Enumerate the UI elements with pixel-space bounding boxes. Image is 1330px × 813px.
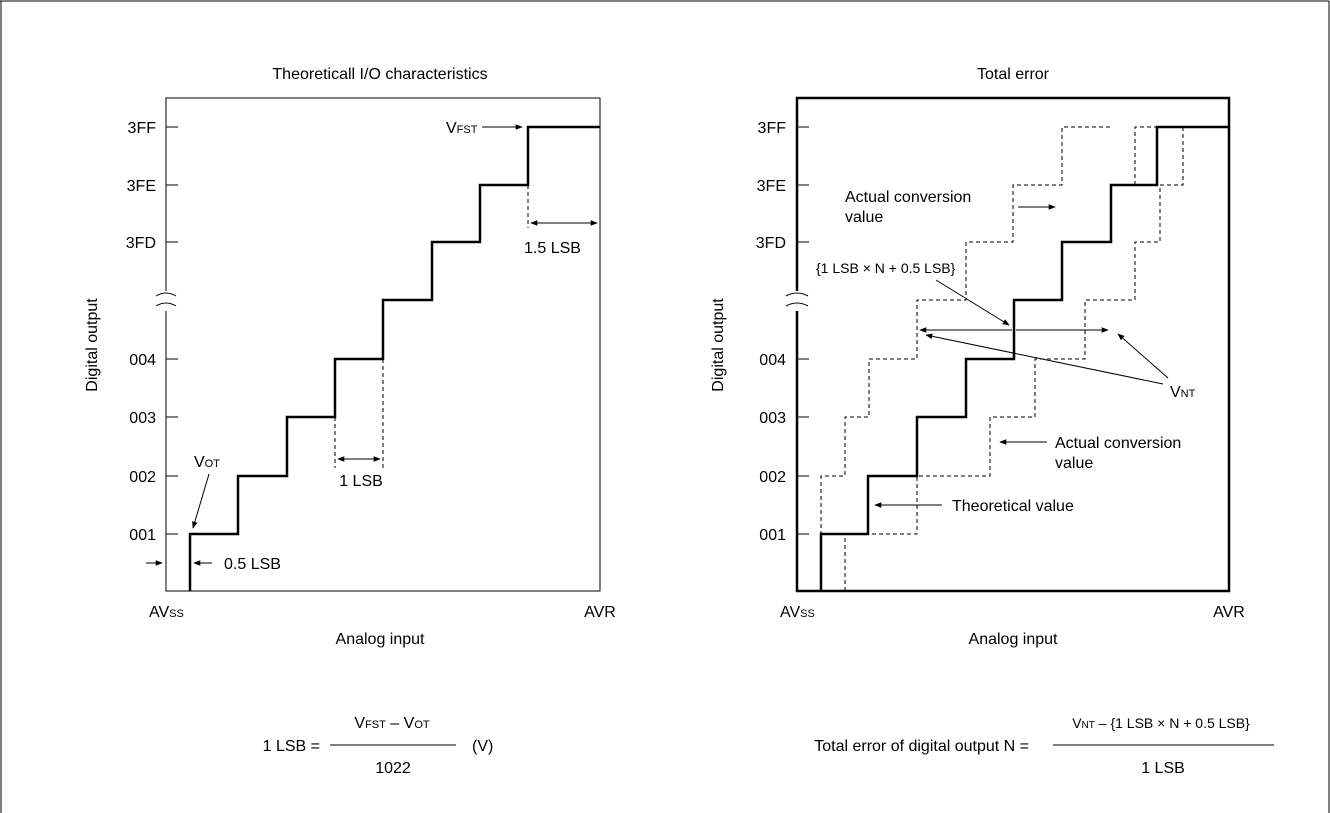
left-15lsb-label: 1.5 LSB: [524, 240, 581, 257]
right-actual-lower-line2: value: [1055, 455, 1093, 472]
right-panel-title: Total error: [977, 66, 1050, 83]
right-theoretical-staircase: [819, 125, 1229, 591]
right-tick-3ff: 3FF: [758, 120, 787, 137]
right-plot-frame: [795, 96, 1231, 593]
right-panel: Total error 3FF 3FE 3FD 004 003 002 001 …: [710, 66, 1245, 648]
left-plot-frame: [165, 97, 601, 592]
left-x-min-label: AVSS: [149, 604, 184, 621]
right-tick-004: 004: [759, 352, 786, 369]
right-actual-upper-line1: Actual conversion: [845, 189, 971, 206]
left-y-axis-label: Digital output: [84, 298, 101, 392]
right-formula-lhs: Total error of digital output N =: [814, 738, 1029, 755]
left-vot-label: VOT: [194, 454, 220, 471]
left-tick-002: 002: [129, 469, 156, 486]
right-actual-lower-line1: Actual conversion: [1055, 435, 1181, 452]
right-bracket-expr: {1 LSB × N + 0.5 LSB}: [816, 260, 956, 276]
left-tick-003: 003: [129, 410, 156, 427]
right-axis-break: [785, 291, 809, 311]
right-formula-numerator: VNT – {1 LSB × N + 0.5 LSB}: [1072, 715, 1250, 731]
left-tick-004: 004: [129, 352, 156, 369]
left-formula-lhs: 1 LSB =: [263, 738, 320, 755]
left-panel-title: Theoreticall I/O characteristics: [272, 66, 487, 83]
left-formula-denominator: 1022: [375, 760, 411, 777]
left-formula: 1 LSB = VFST – VOT 1022 (V): [263, 715, 494, 777]
left-tick-3fe: 3FE: [127, 178, 156, 195]
left-y-ticks: [166, 126, 178, 535]
right-theoretical-label: Theoretical value: [952, 498, 1074, 515]
right-formula-denominator: 1 LSB: [1141, 760, 1185, 777]
left-vfst-label: VFST: [446, 120, 478, 137]
right-bracket-arrow: [935, 279, 1010, 326]
left-x-axis-label: Analog input: [336, 631, 426, 648]
left-vot-arrow: [192, 473, 210, 529]
right-tick-001: 001: [759, 527, 786, 544]
left-panel: Theoreticall I/O characteristics 3FF 3FE…: [84, 66, 616, 648]
left-staircase: [188, 125, 600, 591]
left-axis-break: [155, 291, 177, 311]
right-actual-upper-top: [1134, 126, 1229, 185]
right-formula: Total error of digital output N = VNT – …: [814, 715, 1274, 777]
right-actual-upper: [820, 126, 1110, 591]
right-tick-3fd: 3FD: [756, 235, 786, 252]
right-tick-3fe: 3FE: [757, 178, 786, 195]
left-formula-unit: (V): [472, 738, 493, 755]
right-tick-003: 003: [759, 410, 786, 427]
right-y-axis-label: Digital output: [710, 298, 727, 392]
left-formula-numerator: VFST – VOT: [354, 715, 429, 732]
left-tick-3ff: 3FF: [128, 120, 157, 137]
left-tick-3fd: 3FD: [126, 235, 156, 252]
right-y-ticks: [797, 126, 809, 535]
right-vnt-label: VNT: [1170, 384, 1196, 401]
right-vnt-pointer-right: [1117, 333, 1169, 379]
left-tick-001: 001: [129, 527, 156, 544]
left-05lsb-label: 0.5 LSB: [224, 556, 281, 573]
right-y-tick-labels: 3FF 3FE 3FD 004 003 002 001: [756, 120, 786, 544]
right-x-min-label: AVSS: [780, 604, 815, 621]
left-y-tick-labels: 3FF 3FE 3FD 004 003 002 001: [126, 120, 156, 544]
left-1lsb-label: 1 LSB: [339, 473, 383, 490]
right-tick-002: 002: [759, 469, 786, 486]
right-x-max-label: AVR: [1213, 604, 1245, 621]
left-x-max-label: AVR: [584, 604, 616, 621]
right-x-axis-label: Analog input: [969, 631, 1059, 648]
right-vnt-pointer-left: [925, 333, 1164, 385]
right-actual-upper-line2: value: [845, 209, 883, 226]
